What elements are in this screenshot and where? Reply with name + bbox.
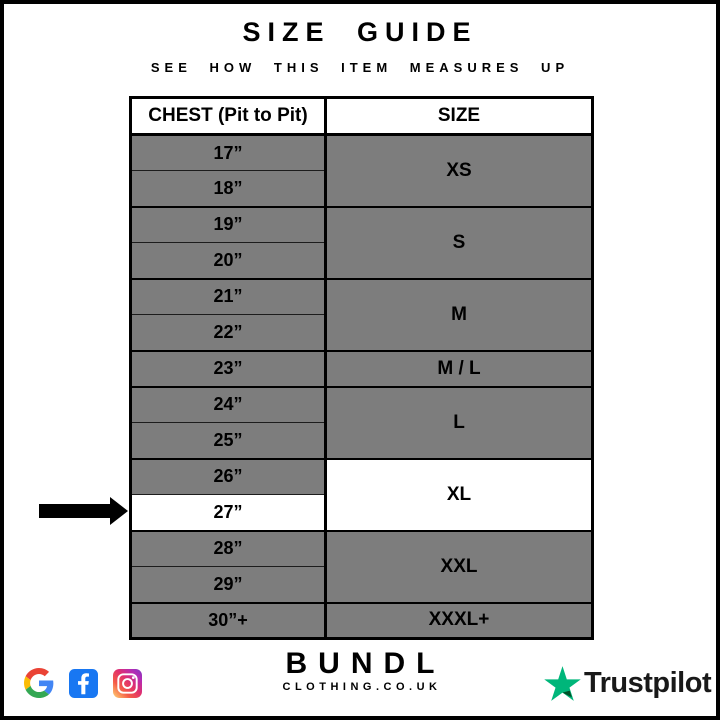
size-table: CHEST (Pit to Pit) SIZE 17” XS 18” 19” S 20” 2… xyxy=(129,96,594,640)
table-row: 25” xyxy=(130,422,593,459)
table-row: 19” S xyxy=(130,205,593,279)
arrow-shaft xyxy=(39,504,110,518)
chest-cell: 27” xyxy=(130,494,326,531)
chest-cell: 17” xyxy=(130,133,326,171)
trustpilot-star-icon xyxy=(544,666,581,701)
page-subtitle: SEE HOW THIS ITEM MEASURES UP xyxy=(150,60,570,75)
trustpilot-label: Trustpilot xyxy=(584,667,712,699)
social-icons xyxy=(24,668,142,698)
size-cell: XXL xyxy=(324,529,593,603)
row-indicator-arrow xyxy=(39,497,128,525)
size-cell: L xyxy=(324,385,593,459)
size-cell: M / L xyxy=(324,349,593,387)
table-row: 21” M xyxy=(130,277,593,351)
page-title: SIZE GUIDE xyxy=(242,17,478,47)
chest-cell: 29” xyxy=(130,566,326,603)
chest-cell: 26” xyxy=(130,457,326,495)
facebook-icon[interactable] xyxy=(69,668,98,698)
table-row: 23” M / L xyxy=(130,349,593,387)
size-cell: XXXL+ xyxy=(324,601,593,639)
col-header-chest: CHEST (Pit to Pit) xyxy=(130,97,326,136)
table-row: 17” XS xyxy=(130,133,593,207)
chest-cell: 25” xyxy=(130,422,326,459)
chest-cell: 28” xyxy=(130,529,326,567)
brand-domain: CLOTHING.CO.UK xyxy=(282,681,442,693)
table-row: 22” xyxy=(130,314,593,351)
col-header-size: SIZE xyxy=(324,97,593,136)
trustpilot-logo[interactable]: Trustpilot xyxy=(544,666,712,701)
table-row: 20” xyxy=(130,242,593,279)
table-row: 29” xyxy=(130,566,593,603)
table-row: 24” L xyxy=(130,385,593,459)
chest-cell: 21” xyxy=(130,277,326,315)
size-cell: M xyxy=(324,277,593,351)
chest-cell: 18” xyxy=(130,170,326,207)
black-right-arrow-icon xyxy=(110,497,128,525)
table-row: 30”+ XXXL+ xyxy=(130,601,593,639)
chest-cell: 22” xyxy=(130,314,326,351)
google-icon[interactable] xyxy=(24,668,54,698)
chest-cell: 19” xyxy=(130,205,326,243)
table-row: 18” xyxy=(130,170,593,207)
size-cell: XS xyxy=(324,133,593,207)
size-cell: S xyxy=(324,205,593,279)
chest-cell: 30”+ xyxy=(130,601,326,639)
chest-cell: 24” xyxy=(130,385,326,423)
table-row: 27” xyxy=(130,494,593,531)
table-row: 26” XL xyxy=(130,457,593,531)
table-row: 28” XXL xyxy=(130,529,593,603)
brand-logo: BUNDL CLOTHING.CO.UK xyxy=(4,647,716,693)
chest-cell: 20” xyxy=(130,242,326,279)
table-header-row: CHEST (Pit to Pit) SIZE xyxy=(130,97,593,136)
size-cell: XL xyxy=(324,457,593,531)
chest-cell: 23” xyxy=(130,349,326,387)
brand-name: BUNDL xyxy=(285,647,446,680)
instagram-icon[interactable] xyxy=(113,668,142,698)
